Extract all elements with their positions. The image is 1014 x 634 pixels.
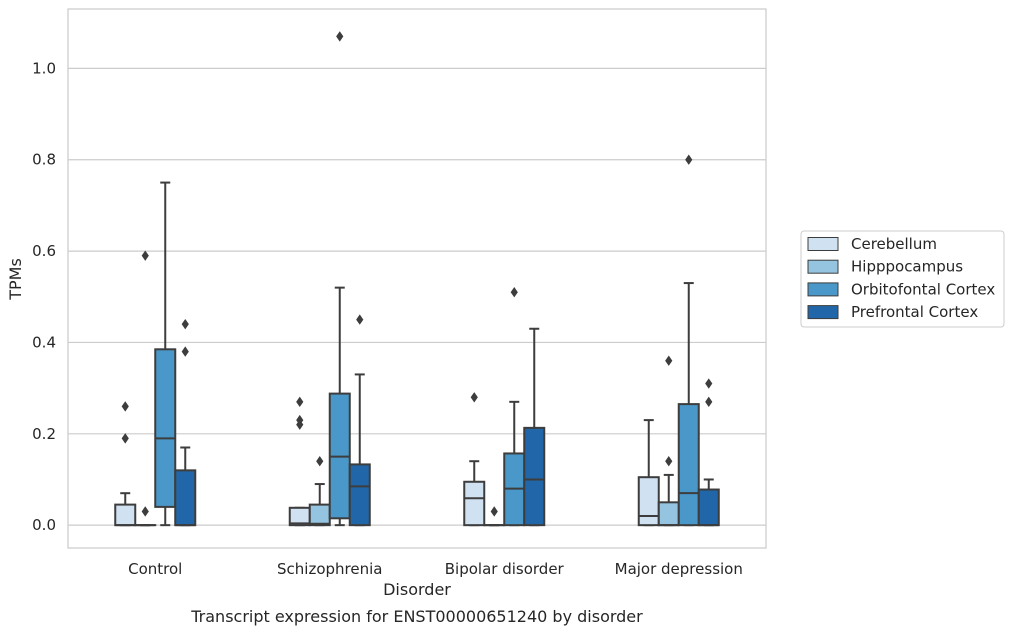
outlier-point — [181, 318, 189, 330]
box — [697, 488, 720, 527]
box-plot — [523, 327, 546, 527]
box-plot — [348, 314, 371, 527]
series-hipppocampus — [134, 250, 680, 527]
outlier-point — [181, 346, 189, 357]
box-plot — [657, 355, 680, 527]
legend-label: Orbitofontal Cortex — [851, 280, 995, 298]
outlier-point — [490, 506, 498, 517]
outlier-point — [121, 433, 129, 444]
legend-swatch — [807, 305, 839, 320]
outlier-point — [510, 287, 518, 298]
legend-swatch — [807, 259, 839, 274]
legend-frame — [800, 230, 1005, 328]
chart-title: Transcript expression for ENST0000065124… — [190, 607, 643, 626]
outlier-point — [336, 31, 344, 42]
x-tick-label: Bipolar disorder — [445, 560, 565, 578]
x-tick-label: Schizophrenia — [277, 560, 382, 578]
y-axis-title: TPMs — [6, 258, 25, 301]
outlier-point — [705, 396, 713, 408]
series-orbitofontal-cortex — [154, 31, 700, 527]
outlier-point — [685, 154, 693, 165]
outlier-point — [356, 314, 364, 325]
legend: Cerebellum Hipppocampus Orbitofontal Corte… — [800, 230, 1005, 328]
box-plot — [637, 419, 660, 527]
outlier-point — [665, 355, 673, 366]
series-prefrontal-cortex — [174, 314, 720, 527]
y-tick-label: 0.8 — [32, 151, 56, 169]
box-plot — [677, 154, 700, 527]
box-plot — [697, 378, 720, 527]
outlier-point — [316, 456, 324, 467]
box-plot — [288, 396, 311, 527]
outlier-point — [665, 456, 673, 467]
box — [463, 480, 486, 527]
box — [677, 403, 700, 527]
y-tick-label: 0.2 — [32, 425, 56, 443]
x-axis-ticks: Control Schizophrenia Bipolar disorder Majo… — [128, 560, 743, 578]
x-tick-label: Control — [128, 560, 182, 578]
legend-label: Prefrontal Cortex — [851, 303, 978, 321]
y-tick-label: 1.0 — [32, 59, 56, 77]
box — [114, 503, 137, 527]
legend-swatch — [807, 237, 839, 251]
box-plot — [503, 287, 526, 527]
box — [657, 501, 680, 527]
outlier-point — [296, 414, 304, 426]
outlier-point — [296, 396, 304, 408]
box-plot — [114, 401, 137, 527]
y-tick-label: 0.0 — [32, 516, 56, 534]
box — [523, 426, 546, 527]
box — [308, 503, 331, 527]
outlier-point — [121, 401, 129, 412]
box-plot — [328, 31, 351, 527]
outlier-point — [141, 250, 149, 261]
x-tick-label: Major depression — [615, 560, 743, 578]
box — [348, 463, 371, 527]
outlier-point — [705, 378, 713, 389]
y-tick-label: 0.6 — [32, 242, 56, 260]
series-cerebellum — [114, 392, 660, 527]
legend-swatch — [807, 282, 839, 297]
y-axis-ticks: 0.0 0.2 0.4 0.6 0.8 1.0 — [32, 59, 56, 534]
box-plot — [174, 318, 197, 527]
box — [154, 348, 177, 508]
box-plot — [463, 392, 486, 527]
box — [637, 476, 660, 527]
box-plot — [134, 250, 157, 527]
legend-label: Cerebellum — [851, 235, 937, 253]
box — [174, 469, 197, 527]
y-tick-label: 0.4 — [32, 333, 56, 351]
legend-label: Hipppocampus — [851, 258, 963, 276]
box-series — [114, 31, 720, 527]
box-plot — [154, 181, 177, 527]
x-axis-title: Disorder — [383, 580, 451, 599]
outlier-point — [141, 506, 149, 517]
outlier-point — [470, 392, 478, 403]
